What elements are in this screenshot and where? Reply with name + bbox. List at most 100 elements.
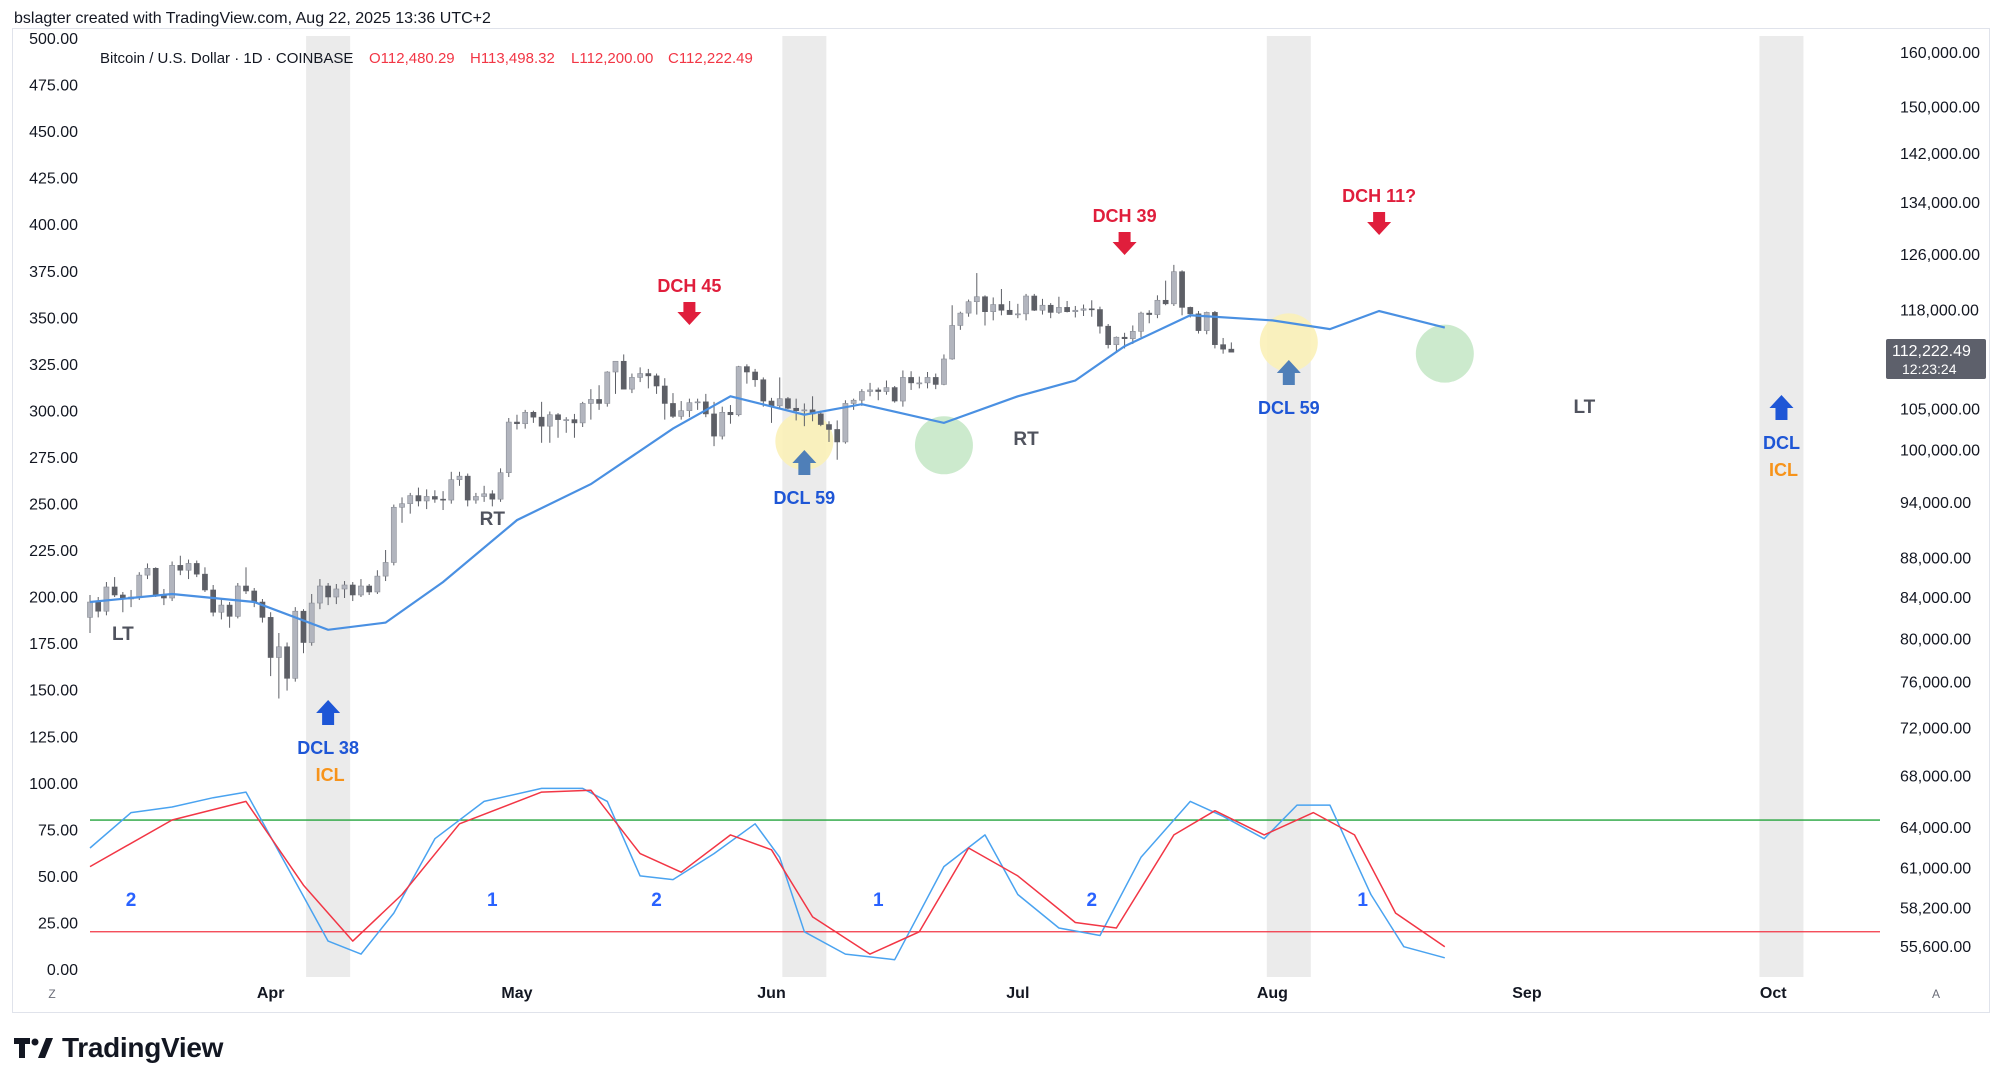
candle-body[interactable] <box>1105 325 1112 345</box>
candle-body[interactable] <box>399 503 405 508</box>
candle-body[interactable] <box>867 389 873 392</box>
candle-body[interactable] <box>226 604 233 617</box>
candle-body[interactable] <box>276 646 282 658</box>
candle-body[interactable] <box>883 387 890 392</box>
candle-body[interactable] <box>325 585 331 598</box>
candle-body[interactable] <box>916 382 923 385</box>
candle-body[interactable] <box>555 414 561 420</box>
candle-body[interactable] <box>785 398 791 409</box>
candle-body[interactable] <box>473 496 479 501</box>
candle-body[interactable] <box>1220 344 1226 350</box>
candle-body[interactable] <box>637 373 643 378</box>
candle-body[interactable] <box>834 429 841 443</box>
candle-body[interactable] <box>744 366 750 373</box>
candle-body[interactable] <box>1203 312 1210 331</box>
candle-body[interactable] <box>1064 307 1070 312</box>
candle-body[interactable] <box>530 411 537 418</box>
candle-body[interactable] <box>144 567 151 576</box>
candle-body[interactable] <box>1039 304 1046 311</box>
candle-body[interactable] <box>711 413 717 437</box>
candle-body[interactable] <box>900 377 906 402</box>
candle-body[interactable] <box>612 360 619 373</box>
candle-body[interactable] <box>456 475 463 480</box>
candle-body[interactable] <box>464 475 471 501</box>
candle-body[interactable] <box>218 604 225 613</box>
candle-body[interactable] <box>653 375 660 387</box>
candle-body[interactable] <box>752 371 758 381</box>
candle-body[interactable] <box>1146 312 1153 315</box>
candle-body[interactable] <box>817 413 824 425</box>
candle-body[interactable] <box>661 385 668 404</box>
candle-body[interactable] <box>645 373 652 377</box>
candle-body[interactable] <box>1154 299 1161 315</box>
candle-body[interactable] <box>152 567 159 596</box>
candle-body[interactable] <box>546 414 553 427</box>
candle-body[interactable] <box>908 377 914 384</box>
candle-body[interactable] <box>440 498 446 501</box>
candle-body[interactable] <box>924 377 931 384</box>
candle-body[interactable] <box>982 296 988 312</box>
candle-body[interactable] <box>875 389 882 392</box>
candle-body[interactable] <box>1138 312 1144 332</box>
candle-body[interactable] <box>432 496 438 500</box>
candle-body[interactable] <box>522 411 529 425</box>
candle-body[interactable] <box>596 399 602 404</box>
candle-body[interactable] <box>1072 309 1079 312</box>
candle-body[interactable] <box>1228 348 1235 353</box>
candle-body[interactable] <box>719 411 726 437</box>
candle-body[interactable] <box>998 304 1005 311</box>
candle-body[interactable] <box>1179 271 1185 308</box>
candle-body[interactable] <box>407 495 414 504</box>
candle-body[interactable] <box>415 495 422 502</box>
candle-body[interactable] <box>481 493 487 497</box>
candle-body[interactable] <box>629 377 635 390</box>
candle-body[interactable] <box>210 589 217 613</box>
candle-body[interactable] <box>1162 299 1169 305</box>
candle-body[interactable] <box>694 401 701 404</box>
candle-body[interactable] <box>1056 307 1062 313</box>
candle-body[interactable] <box>259 601 266 618</box>
candle-body[interactable] <box>87 601 93 618</box>
candle-body[interactable] <box>1097 309 1103 327</box>
candle-body[interactable] <box>1113 336 1120 345</box>
candle-body[interactable] <box>801 409 808 412</box>
candle-body[interactable] <box>382 562 389 577</box>
candle-body[interactable] <box>1023 295 1029 315</box>
candle-body[interactable] <box>1212 312 1218 345</box>
candle-body[interactable] <box>686 402 693 411</box>
candle-body[interactable] <box>670 403 676 417</box>
candle-body[interactable] <box>1187 307 1194 315</box>
candle-body[interactable] <box>1080 308 1087 311</box>
candle-body[interactable] <box>1171 271 1177 305</box>
candle-body[interactable] <box>776 398 783 407</box>
candle-body[interactable] <box>103 586 110 612</box>
candle-body[interactable] <box>358 585 364 596</box>
candle-body[interactable] <box>620 360 627 390</box>
candle-body[interactable] <box>1006 309 1013 315</box>
candle-body[interactable] <box>957 312 964 326</box>
candle-body[interactable] <box>571 419 578 424</box>
candle-body[interactable] <box>497 472 504 500</box>
candle-body[interactable] <box>177 565 184 571</box>
candle-body[interactable] <box>941 358 947 385</box>
candle-body[interactable] <box>136 574 143 598</box>
candle-body[interactable] <box>489 493 496 500</box>
candle-body[interactable] <box>366 585 373 593</box>
candle-body[interactable] <box>1129 331 1136 340</box>
candle-body[interactable] <box>579 403 586 424</box>
candle-body[interactable] <box>111 586 118 596</box>
footer-logo[interactable]: TradingView <box>14 1032 223 1064</box>
candle-body[interactable] <box>965 301 972 314</box>
candle-body[interactable] <box>793 407 799 411</box>
candle-body[interactable] <box>202 573 208 591</box>
candle-body[interactable] <box>563 419 570 421</box>
candle-body[interactable] <box>1121 336 1128 340</box>
candle-body[interactable] <box>891 387 898 402</box>
candle-body[interactable] <box>842 403 849 443</box>
candle-body[interactable] <box>169 565 175 599</box>
candle-body[interactable] <box>1195 313 1202 331</box>
candle-body[interactable] <box>374 575 381 593</box>
candle-body[interactable] <box>949 325 956 360</box>
candle-body[interactable] <box>727 411 734 416</box>
candle-body[interactable] <box>267 617 274 658</box>
